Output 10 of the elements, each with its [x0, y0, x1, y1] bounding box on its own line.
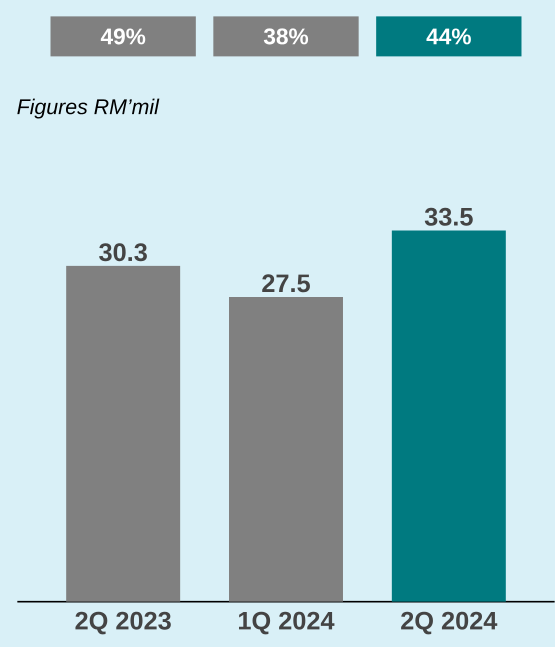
data-label: 27.5	[262, 274, 310, 292]
data-label: 33.5	[424, 208, 473, 226]
x-tick-label: 1Q 2024	[238, 612, 334, 634]
text: 38%	[264, 28, 308, 44]
data-label: 30.3	[99, 243, 147, 262]
x-tick-label: 2Q 2024	[401, 612, 498, 634]
x-tick-label: 2Q 2023	[75, 612, 171, 634]
text: 44%	[426, 28, 471, 44]
text: 49%	[100, 28, 146, 44]
chart-subtitle: Figures RM’mil	[17, 98, 160, 119]
